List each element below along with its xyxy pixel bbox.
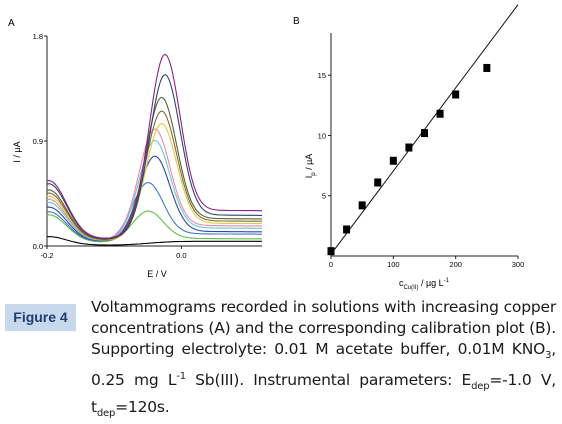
panel-b-data-point xyxy=(389,156,397,165)
panel-b-x-tick-label: 200 xyxy=(449,260,462,269)
panel-a-curve-4 xyxy=(46,155,262,242)
panel-b-data-point xyxy=(421,129,428,138)
panel-a-y-tick-label: 0.0 xyxy=(33,242,43,251)
panel-b-x-tick-label: 300 xyxy=(512,260,525,269)
panel-a-curve-11 xyxy=(46,53,262,239)
caption-text-4: =-1.0 V, t xyxy=(91,371,557,416)
caption-sub-1: 3 xyxy=(545,350,552,361)
panel-a-curve-10 xyxy=(46,73,262,240)
caption-sup-1: -1 xyxy=(176,371,186,382)
panel-a-curve-3 xyxy=(46,182,262,242)
panel-b-data-point xyxy=(436,109,444,118)
caption-sub-3: dep xyxy=(96,408,116,419)
panel-b-x-tick-label: 100 xyxy=(387,260,400,269)
figure-plots: A 0.00.91.8 -0.2 0.0 I / μA E / V B 51015… xyxy=(8,4,525,291)
panel-b-x-tick-label: 0 xyxy=(329,260,333,269)
panel-b-y-tick-label: 15 xyxy=(318,71,326,80)
figure-badge: Figure 4 xyxy=(5,304,76,331)
panel-a-curve-1 xyxy=(47,236,262,246)
panel-a-y-tick-label: 1.8 xyxy=(33,32,43,41)
panel-b-data-point xyxy=(483,63,491,72)
panel-b-data-point xyxy=(343,225,351,234)
panel-a-curve-9 xyxy=(46,96,262,240)
panel-b-data-point xyxy=(358,201,366,210)
panel-b-calibration: 5 10 15 0 100 200 300 xyxy=(318,4,525,269)
panel-b-letter: B xyxy=(293,16,300,27)
panel-b-data-point xyxy=(374,178,382,187)
panel-a-curve-5 xyxy=(46,139,262,241)
panel-b-data-point xyxy=(327,247,335,256)
panel-a-y-tick-label: 0.9 xyxy=(33,137,43,146)
panel-a-curve-7 xyxy=(46,123,262,241)
caption-text-1: Voltammograms recorded in solutions with… xyxy=(91,298,556,358)
panel-b-x-label: cCu(II) / µg L-1 xyxy=(399,278,450,291)
panel-a-curve-8 xyxy=(46,110,262,240)
panel-a-curve-6 xyxy=(46,128,262,240)
panel-b-y-tick-label: 10 xyxy=(318,131,326,140)
panel-a-x-tick-label: -0.2 xyxy=(41,251,54,260)
caption-sub-2: dep xyxy=(471,381,490,392)
panel-a-x-label: E / V xyxy=(147,269,167,279)
panel-b-data-point xyxy=(452,90,460,99)
panel-a-letter: A xyxy=(8,18,15,29)
caption-text-2: , 0.25 mg L xyxy=(91,340,556,389)
panel-a-curve-2 xyxy=(46,210,263,243)
caption-text-5: =120s. xyxy=(115,398,170,416)
panel-b-y-tick-label: 5 xyxy=(322,192,326,201)
figure-caption: Voltammograms recorded in solutions with… xyxy=(91,297,556,424)
panel-a-y-label: I / μA xyxy=(12,141,22,162)
figure-caption-block: Figure 4 Voltammograms recorded in solut… xyxy=(0,292,562,422)
panel-b-y-label: Ip / µA xyxy=(304,154,317,179)
panel-a-voltammograms: 0.00.91.8 -0.2 0.0 xyxy=(33,32,263,260)
caption-text-3: Sb(III). Instrumental parameters: E xyxy=(185,371,472,389)
panel-a-x-tick-label: 0.0 xyxy=(176,251,186,260)
panel-b-data-point xyxy=(405,143,413,152)
